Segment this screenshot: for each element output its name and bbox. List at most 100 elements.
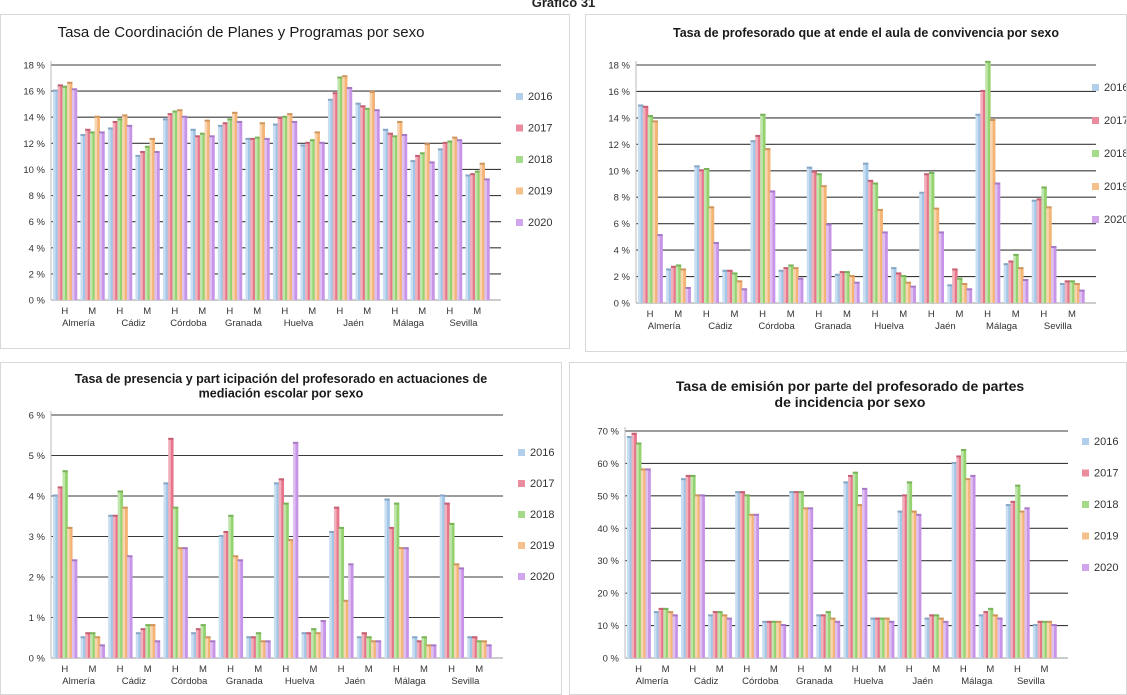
bar-2019-Jaén-H: [911, 510, 917, 658]
bar-2018-Jaén-H: [338, 526, 345, 658]
x-tick-sex-label: H: [117, 664, 124, 675]
bar-2019-Sevilla-M: [1046, 620, 1053, 658]
bar-2018-Almería-M: [663, 607, 669, 658]
legend-swatch-2020: [1092, 216, 1099, 223]
x-tick-province-label: Granada: [814, 321, 852, 332]
bar-2019-Málaga-M: [992, 614, 998, 658]
bar-2017-Córdoba-H: [739, 491, 746, 658]
bar-2020-Córdoba-M: [209, 135, 215, 300]
bar-2019-Sevilla-M: [1074, 282, 1080, 303]
x-tick-sex-label: H: [61, 664, 68, 675]
bar-2017-Sevilla-M: [1037, 620, 1043, 658]
bar-2016-Huelva-H: [862, 162, 869, 303]
x-tick-sex-label: M: [475, 664, 483, 675]
chart-title: Tasa de presencia y part icipación del p…: [75, 372, 487, 386]
bar-2016-Huelva-H: [272, 123, 279, 300]
bar-2019-Córdoba-H: [177, 547, 184, 658]
bar-2019-Granada-H: [232, 111, 238, 300]
bar-2017-Málaga-H: [389, 526, 395, 658]
bar-2017-Jaén-M: [360, 105, 366, 301]
x-tick-sex-label: M: [674, 309, 682, 320]
bar-2017-Jaén-M: [929, 614, 935, 658]
bar-2017-Málaga-H: [387, 132, 393, 300]
bar-2019-Jaén-M: [961, 282, 968, 303]
x-tick-sex-label: H: [984, 309, 991, 320]
bar-2018-Jaén-M: [364, 107, 371, 300]
x-tick-province-label: Málaga: [986, 321, 1018, 332]
bar-2017-Sevilla-H: [442, 141, 448, 300]
bar-2017-Granada-H: [223, 530, 229, 658]
bar-2017-Almería-H: [57, 84, 63, 300]
x-tick-sex-label: M: [955, 309, 963, 320]
legend-swatch-2016: [516, 93, 523, 100]
x-tick-province-label: Sevilla: [1044, 321, 1073, 332]
bar-2017-Málaga-H: [956, 455, 962, 658]
bar-2017-Córdoba-M: [783, 267, 789, 303]
bar-2017-Málaga-M: [415, 154, 421, 300]
bar-2019-Cádiz-H: [708, 206, 715, 303]
y-tick-label: 2 %: [29, 573, 46, 584]
bar-2018-Córdoba-M: [199, 132, 206, 300]
bar-2019-Córdoba-M: [776, 620, 782, 658]
chart-panel-aula-convivencia: Tasa de profesorado que at ende el aula …: [585, 14, 1127, 352]
bar-2018-Huelva-M: [900, 275, 907, 303]
bar-2020-Almería-H: [71, 559, 78, 658]
bar-2018-Granada-M: [844, 271, 850, 303]
bar-2018-Málaga-M: [988, 607, 994, 658]
x-tick-sex-label: H: [797, 664, 804, 675]
chart-subtitle: mediación escolar por sexo: [199, 387, 364, 401]
x-tick-province-label: Almería: [62, 676, 95, 687]
bar-2019-Granada-H: [821, 185, 827, 303]
bar-2018-Cádiz-H: [703, 167, 710, 303]
bar-2019-Granada-M: [260, 640, 266, 658]
bar-2017-Jaén-M: [952, 268, 958, 303]
bar-2018-Málaga-M: [1013, 253, 1019, 303]
bar-2016-Jaén-M: [924, 617, 930, 658]
bar-2019-Granada-H: [803, 507, 809, 658]
bar-2020-Huelva-M: [889, 620, 895, 658]
bar-2020-Sevilla-M: [484, 178, 490, 300]
y-tick-label: 16 %: [608, 87, 630, 98]
bar-2016-Sevilla-H: [439, 494, 446, 658]
bar-2016-Cádiz-M: [722, 269, 728, 303]
bar-2020-Cádiz-M: [726, 617, 732, 658]
bar-2017-Jaén-H: [924, 173, 930, 303]
bar-2020-Huelva-H: [882, 231, 888, 303]
bar-2020-Málaga-H: [970, 474, 976, 658]
bar-2019-Sevilla-M: [479, 162, 485, 300]
bar-2019-Granada-M: [849, 275, 855, 303]
bar-2018-Almería-M: [90, 632, 96, 658]
bar-2018-Almería-H: [62, 470, 68, 658]
x-tick-sex-label: M: [308, 306, 316, 317]
y-tick-label: 5 %: [29, 451, 46, 462]
chart-panel-partes-incidencia: Tasa de emisión por parte del profesorad…: [569, 362, 1127, 695]
x-tick-sex-label: H: [391, 306, 398, 317]
x-tick-sex-label: H: [928, 309, 935, 320]
bar-2018-Huelva-M: [309, 139, 316, 300]
bar-2017-Sevilla-M: [472, 636, 478, 658]
y-tick-label: 0 %: [614, 299, 631, 310]
x-tick-province-label: Sevilla: [451, 676, 480, 687]
bar-2019-Almería-M: [667, 611, 674, 658]
bar-2019-Jaén-H: [343, 599, 349, 658]
bar-2016-Jaén-H: [329, 530, 335, 658]
y-tick-label: 8 %: [614, 193, 631, 204]
bar-2017-Cádiz-H: [685, 474, 691, 658]
y-tick-label: 40 %: [597, 524, 619, 535]
bar-2018-Jaén-H: [337, 76, 343, 300]
bar-2020-Granada-H: [807, 507, 814, 658]
bar-2017-Jaén-H: [332, 92, 338, 300]
bar-2020-Jaén-H: [348, 563, 354, 658]
legend-swatch-2020: [518, 573, 525, 580]
chart-title: Tasa de profesorado que at ende el aula …: [673, 26, 1059, 40]
bar-2017-Granada-M: [839, 271, 846, 303]
bar-2018-Sevilla-M: [474, 170, 481, 300]
bar-2017-Málaga-M: [416, 640, 423, 658]
x-tick-sex-label: H: [281, 306, 288, 317]
bar-2019-Huelva-H: [877, 208, 883, 303]
legend-label-2018: 2018: [528, 154, 552, 166]
x-tick-sex-label: M: [144, 664, 152, 675]
bar-2020-Málaga-M: [431, 644, 437, 658]
x-tick-sex-label: M: [253, 306, 261, 317]
x-tick-province-label: Cádiz: [122, 676, 147, 687]
